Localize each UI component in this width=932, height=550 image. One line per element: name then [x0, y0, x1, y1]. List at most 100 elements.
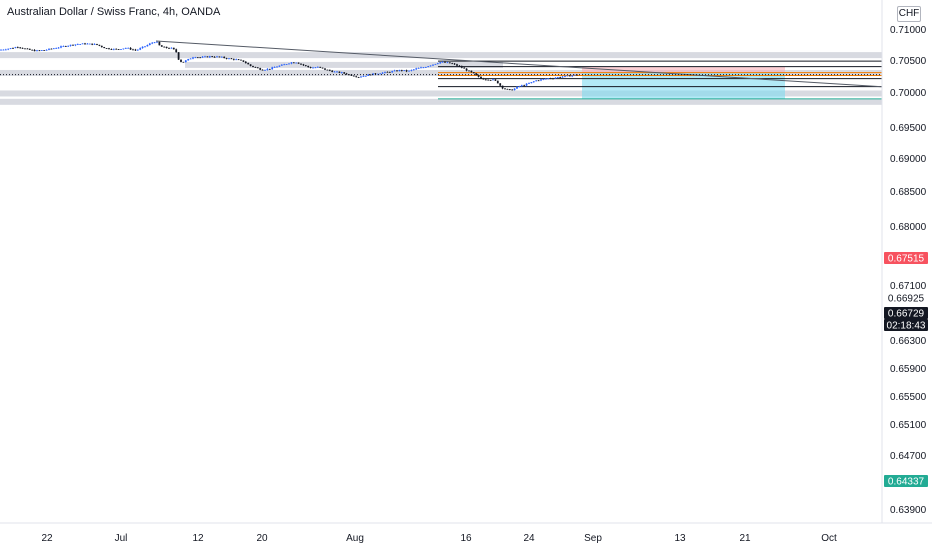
candle-body	[429, 65, 432, 67]
candle-body	[163, 46, 166, 48]
candle-body	[511, 89, 514, 91]
candle-body	[151, 42, 154, 44]
candle-body	[554, 77, 557, 79]
candle-body	[525, 83, 528, 86]
candle-body	[55, 48, 58, 49]
candle-body	[62, 46, 65, 47]
currency-button[interactable]: CHF	[897, 6, 921, 22]
take-profit-area[interactable]	[582, 72, 785, 99]
candle-body	[43, 50, 46, 51]
candle-body	[381, 72, 384, 74]
price-tag-3: 0.66729	[884, 307, 928, 320]
candle-body	[218, 56, 221, 58]
candle-body	[439, 62, 442, 64]
candle-body	[12, 48, 14, 49]
candle-body	[530, 82, 533, 84]
y-tick-label: 0.71000	[890, 25, 927, 36]
candle-body	[273, 67, 276, 68]
stop-loss-area[interactable]	[582, 66, 785, 73]
candle-body	[297, 62, 300, 64]
candle-body	[132, 49, 134, 51]
short-position-tool[interactable]	[582, 66, 785, 99]
y-tick-label: 0.68500	[890, 187, 927, 198]
candle-body	[314, 67, 317, 69]
candle-body	[141, 46, 144, 49]
candle-body	[40, 50, 43, 51]
y-tick-label: 0.63900	[890, 505, 927, 516]
candle-body	[559, 77, 562, 78]
candle-body	[444, 61, 446, 63]
candle-body	[376, 73, 379, 75]
candle-body	[211, 56, 214, 58]
candle-body	[540, 79, 542, 81]
zone-1[interactable]	[0, 52, 882, 59]
candle-body	[487, 79, 490, 81]
candle-body	[451, 63, 454, 65]
candle-body	[264, 69, 266, 71]
price-axis[interactable]: 0.71000 0.70500 0.70000 0.69500 0.69000 0.685…	[890, 25, 927, 516]
candle-body	[244, 61, 247, 64]
candle-body	[379, 73, 382, 75]
candle-body	[2, 49, 5, 51]
candle-body	[139, 48, 142, 50]
candle-body	[422, 67, 425, 69]
candle-body	[468, 70, 470, 72]
candle-body	[350, 74, 353, 76]
zone-5[interactable]	[0, 98, 882, 105]
downtrend-line[interactable]	[155, 40, 883, 88]
candle-body	[499, 83, 502, 86]
candle-body	[333, 71, 336, 73]
price-tag-5: 0.64337	[884, 475, 928, 488]
candle-body	[189, 58, 192, 60]
candle-body	[172, 47, 175, 50]
zone-4[interactable]	[0, 90, 882, 97]
candle-body	[506, 88, 509, 90]
y-tick-label: 0.67100	[890, 281, 927, 292]
candle-body	[280, 64, 283, 66]
candle-body	[88, 43, 91, 45]
candle-body	[343, 72, 346, 74]
price-tag-1: 0.67515	[884, 252, 928, 265]
candle-body	[288, 63, 290, 65]
candle-body	[417, 68, 420, 69]
time-axis[interactable]: 22 Jul 12 20 Aug 16 24 Sep 13 21 Oct	[41, 533, 837, 544]
candle-body	[240, 59, 242, 61]
candle-body	[256, 67, 259, 69]
candle-body	[324, 68, 326, 70]
candle-body	[271, 67, 274, 70]
candle-body	[9, 48, 12, 49]
candle-body	[448, 62, 451, 64]
candle-body	[278, 65, 281, 67]
y-tick-label: 0.65500	[890, 392, 927, 403]
candle-body	[153, 42, 156, 44]
candle-body	[566, 75, 569, 77]
candle-body	[312, 67, 314, 69]
candle-body	[100, 45, 103, 48]
zone-2[interactable]	[185, 61, 503, 68]
candle-body	[98, 44, 101, 46]
candle-body	[520, 85, 523, 87]
candle-body	[86, 43, 89, 45]
candle-body	[362, 75, 365, 77]
candle-body	[261, 69, 264, 71]
candle-body	[408, 70, 410, 72]
candle-body	[475, 73, 478, 76]
candle-body	[528, 83, 530, 84]
candle-body	[352, 75, 355, 77]
candle-body	[537, 80, 540, 82]
candle-body	[480, 76, 482, 79]
candle-body	[369, 74, 372, 76]
candle-body	[249, 64, 252, 66]
candle-body	[518, 86, 521, 88]
x-tick-label: Jul	[115, 533, 128, 544]
candle-body	[357, 77, 360, 78]
candle-body	[156, 41, 158, 43]
candle-body	[199, 57, 202, 59]
candle-body	[24, 48, 26, 50]
candle-body	[134, 49, 137, 51]
y-tick-label: 0.69000	[890, 154, 927, 165]
candle-body	[228, 58, 230, 60]
candle-body	[79, 44, 82, 45]
